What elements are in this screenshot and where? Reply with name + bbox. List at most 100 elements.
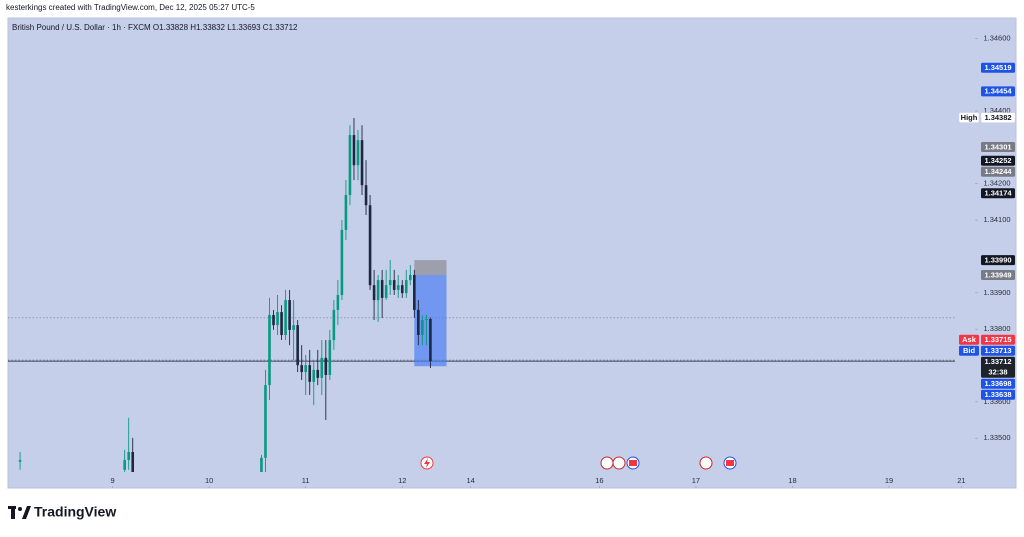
candle-body [276, 312, 279, 326]
candle-body [352, 135, 356, 166]
price-badge [981, 188, 1015, 199]
price-badge [981, 142, 1015, 153]
price-lines [8, 317, 955, 362]
price-badge-label: 1.34252 [984, 156, 1011, 165]
lightning [424, 458, 430, 468]
countdown: 32:38 [988, 368, 1007, 377]
candle-body [304, 365, 307, 373]
stop-zone [414, 260, 447, 275]
candle-body [268, 314, 271, 386]
candle-body [18, 460, 22, 462]
candle-body [127, 452, 130, 461]
flag [629, 460, 637, 466]
candle-body [264, 385, 267, 458]
price-badge-label: 1.34244 [984, 167, 1012, 176]
price-badge [981, 62, 1015, 73]
price-badge-label: 1.33715 [984, 335, 1011, 344]
x-tick-label: 9 [111, 476, 115, 485]
price-badge [981, 389, 1015, 400]
candle-body [328, 340, 332, 375]
badge-tag-bg [959, 345, 979, 356]
axes: 1.34600 1.34400 1.34200 1.34100 1.33900 1.338… [111, 33, 1011, 488]
candle-body [421, 320, 424, 335]
price-badge-label: 1.34454 [984, 87, 1012, 96]
candle-body [392, 280, 396, 290]
event-icons[interactable] [420, 456, 737, 470]
y-tick-label: 1.33900 [983, 288, 1010, 297]
candle-body [364, 185, 368, 206]
x-tick-label: 11 [302, 476, 310, 485]
candle-body [408, 274, 412, 281]
price-badge-label: 1.34174 [984, 188, 1012, 197]
candle-body [288, 300, 291, 330]
candle-body [340, 229, 344, 295]
candle-body [131, 452, 135, 473]
y-tick-label: 1.33500 [983, 433, 1010, 442]
logo-part [18, 507, 22, 511]
price-badge [981, 166, 1015, 177]
candle-body [336, 294, 340, 310]
y-tick-label: 1.34100 [983, 215, 1010, 224]
price-badge [981, 356, 1015, 378]
candle-body [376, 280, 380, 301]
candle-body [123, 460, 126, 470]
price-badge [981, 378, 1015, 389]
brand: TradingView [34, 504, 116, 520]
candle-body [284, 300, 287, 335]
candle-body [272, 314, 275, 326]
x-tick-label: 18 [788, 476, 796, 485]
chart-pane [7, 17, 1017, 489]
price-badge [981, 155, 1015, 166]
price-badge [981, 86, 1015, 97]
x-tick-label: 17 [692, 476, 700, 485]
candle-body [380, 280, 384, 298]
event-icon[interactable] [612, 456, 626, 470]
price-badge-label: 1.33713 [984, 346, 1011, 355]
x-tick-label: 14 [466, 476, 474, 485]
candle-body [368, 205, 372, 286]
candle-body [417, 309, 420, 335]
price-badge [981, 345, 1015, 356]
candle-body [396, 285, 400, 290]
price-badges: 1.34519 1.34454 1.34382 High 1.34301 1.34252 1… [958, 62, 1016, 400]
candle-body [404, 280, 408, 294]
badge-tag: Bid [963, 346, 976, 355]
price-badge-label: 1.34301 [984, 142, 1011, 151]
price-badge-label: 1.33949 [984, 270, 1011, 279]
y-tick-label: 1.34600 [983, 33, 1010, 42]
candle-body [356, 140, 360, 166]
price-badge [981, 269, 1015, 280]
candle-body [332, 309, 336, 341]
x-tick-label: 19 [885, 476, 893, 485]
y-tick-label: 1.33600 [983, 397, 1010, 406]
x-tick-label: 21 [957, 476, 965, 485]
candle-body [292, 325, 295, 330]
price-badge-label: 1.33712 [984, 357, 1011, 366]
candles [18, 117, 432, 473]
candle-body [360, 140, 364, 186]
logo: TradingView [8, 504, 116, 520]
x-tick-label: 12 [398, 476, 406, 485]
price-badge-label: 1.33698 [984, 379, 1011, 388]
candle-body [324, 357, 328, 375]
price-badge-label: 1.33638 [984, 390, 1011, 399]
candle-body [372, 285, 376, 301]
y-tick-label: 1.34400 [983, 106, 1010, 115]
x-tick-label: 16 [595, 476, 603, 485]
badge-tag-bg [958, 112, 980, 123]
candle-body [300, 365, 303, 373]
candle-body [308, 365, 312, 382]
candle-body [400, 285, 404, 294]
price-badge-label: 1.34519 [984, 63, 1011, 72]
legend: British Pound / U.S. Dollar · 1h · FXCM … [12, 23, 298, 32]
price-badge-label: 1.33990 [984, 255, 1011, 264]
event-icon[interactable] [600, 456, 614, 470]
event-icon[interactable] [699, 456, 713, 470]
candle-body [280, 312, 283, 335]
candle-body [384, 285, 388, 298]
price-badge [980, 112, 1016, 123]
candle-body [320, 357, 324, 378]
logo-part [22, 506, 31, 519]
